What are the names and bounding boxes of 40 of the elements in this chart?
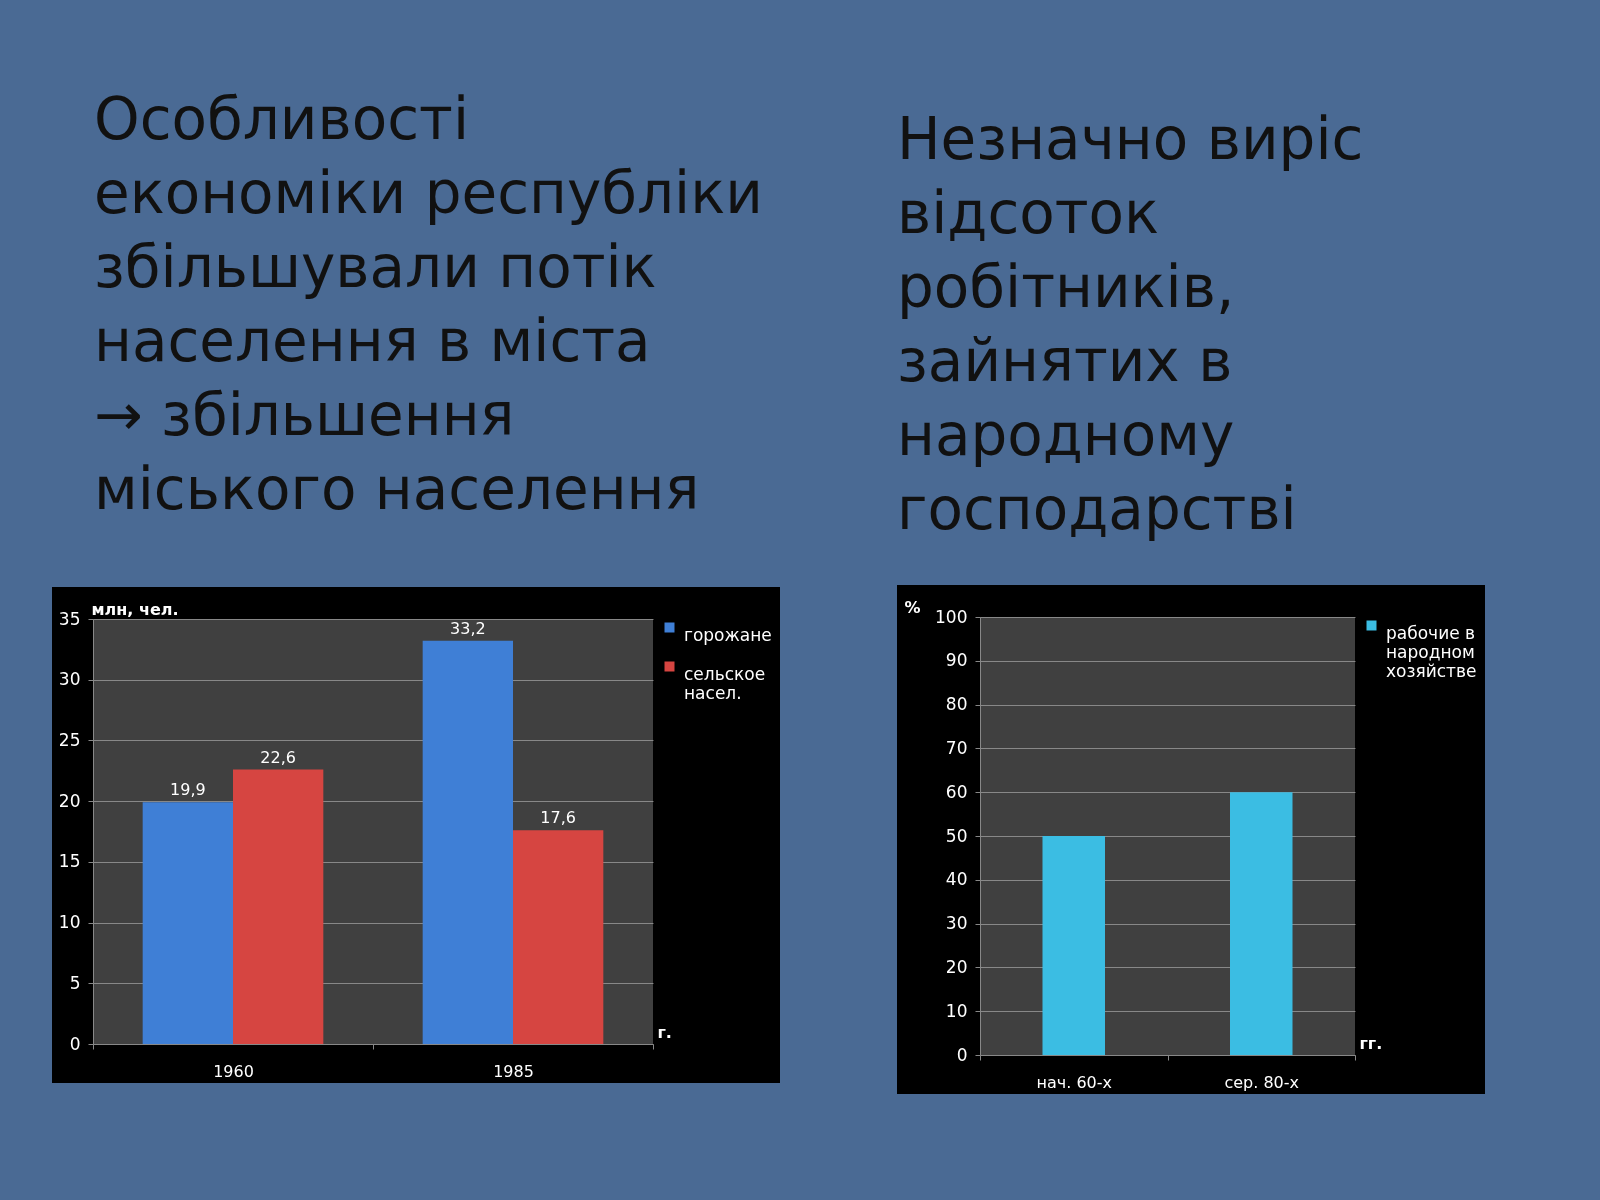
y-tick-label: 0 — [69, 1033, 81, 1054]
legend-label: горожане — [684, 624, 772, 645]
y-tick-label: 25 — [58, 729, 81, 750]
x-tick-label: 1985 — [493, 1061, 534, 1081]
x-axis-title: г. — [657, 1022, 672, 1042]
chart-title: Особливості економіки республіки збільшували потік населення в міста → збільшення міського населення — [93, 84, 764, 525]
legend-label: сельское насел. — [684, 663, 766, 703]
y-tick-label: 20 — [58, 790, 81, 811]
y-tick-label: 80 — [945, 694, 968, 715]
y-axis-title: % — [904, 597, 921, 617]
data-label: 17,6 — [540, 808, 576, 828]
data-label: 22,6 — [260, 747, 296, 767]
y-tick-label: 50 — [945, 825, 968, 846]
data-label: 19,9 — [170, 780, 206, 800]
y-tick-label: 10 — [58, 912, 81, 933]
bar — [233, 769, 324, 1044]
y-axis-title: млн, чел. — [91, 599, 179, 619]
y-tick-label: 100 — [935, 606, 968, 627]
y-tick-label: 30 — [945, 913, 968, 934]
y-tick-label: 90 — [945, 650, 968, 671]
y-tick-label: 70 — [945, 737, 968, 758]
y-tick-label: 15 — [58, 851, 81, 872]
x-tick-label: нач. 60-х — [1036, 1072, 1112, 1092]
y-tick-label: 60 — [945, 781, 968, 802]
x-axis-title: гг. — [1359, 1033, 1383, 1053]
y-tick-label: 40 — [945, 869, 968, 890]
y-tick-label: 30 — [58, 669, 81, 690]
x-tick-label: сер. 80-х — [1224, 1072, 1300, 1092]
chart-title: Незначно виріс відсоток робітників, зайнятих в народному господарстві — [897, 104, 1365, 545]
y-tick-label: 0 — [956, 1044, 968, 1065]
y-tick-label: 5 — [69, 972, 81, 993]
x-tick-label: 1960 — [213, 1061, 254, 1081]
legend-label: рабочие в народном хозяйстве — [1386, 622, 1477, 681]
bar — [142, 802, 233, 1044]
y-tick-label: 20 — [945, 956, 968, 977]
bar — [513, 830, 604, 1044]
y-tick-label: 35 — [58, 608, 81, 629]
y-tick-label: 10 — [945, 1000, 968, 1021]
bar — [422, 640, 513, 1044]
data-label: 33,2 — [450, 618, 486, 638]
